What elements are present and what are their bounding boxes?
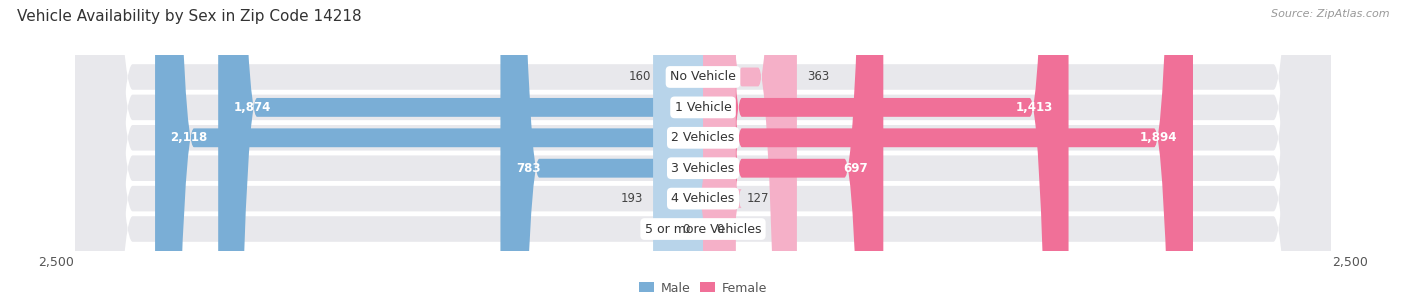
FancyBboxPatch shape (652, 0, 703, 306)
Text: Source: ZipAtlas.com: Source: ZipAtlas.com (1271, 9, 1389, 19)
FancyBboxPatch shape (501, 0, 703, 306)
FancyBboxPatch shape (703, 0, 1192, 306)
FancyBboxPatch shape (662, 0, 703, 306)
Text: 0: 0 (683, 222, 690, 236)
Text: 783: 783 (516, 162, 540, 175)
FancyBboxPatch shape (155, 0, 703, 306)
FancyBboxPatch shape (76, 0, 1330, 306)
FancyBboxPatch shape (76, 0, 1330, 306)
Text: No Vehicle: No Vehicle (671, 70, 735, 84)
Text: 160: 160 (628, 70, 651, 84)
FancyBboxPatch shape (76, 0, 1330, 306)
Text: 2 Vehicles: 2 Vehicles (672, 131, 734, 144)
FancyBboxPatch shape (697, 0, 742, 306)
FancyBboxPatch shape (218, 0, 703, 306)
FancyBboxPatch shape (703, 0, 797, 306)
FancyBboxPatch shape (76, 0, 1330, 306)
FancyBboxPatch shape (703, 0, 883, 306)
Text: 697: 697 (844, 162, 868, 175)
FancyBboxPatch shape (76, 0, 1330, 306)
FancyBboxPatch shape (76, 0, 1330, 306)
Text: 193: 193 (620, 192, 643, 205)
Text: 127: 127 (747, 192, 769, 205)
Text: Vehicle Availability by Sex in Zip Code 14218: Vehicle Availability by Sex in Zip Code … (17, 9, 361, 24)
Text: 1,894: 1,894 (1140, 131, 1177, 144)
Text: 1 Vehicle: 1 Vehicle (675, 101, 731, 114)
FancyBboxPatch shape (703, 0, 1069, 306)
Text: 3 Vehicles: 3 Vehicles (672, 162, 734, 175)
Text: 4 Vehicles: 4 Vehicles (672, 192, 734, 205)
Text: 5 or more Vehicles: 5 or more Vehicles (645, 222, 761, 236)
Text: 1,413: 1,413 (1015, 101, 1053, 114)
Text: 0: 0 (716, 222, 723, 236)
Legend: Male, Female: Male, Female (634, 277, 772, 300)
Text: 363: 363 (807, 70, 830, 84)
Text: 1,874: 1,874 (233, 101, 271, 114)
Text: 2,118: 2,118 (170, 131, 208, 144)
